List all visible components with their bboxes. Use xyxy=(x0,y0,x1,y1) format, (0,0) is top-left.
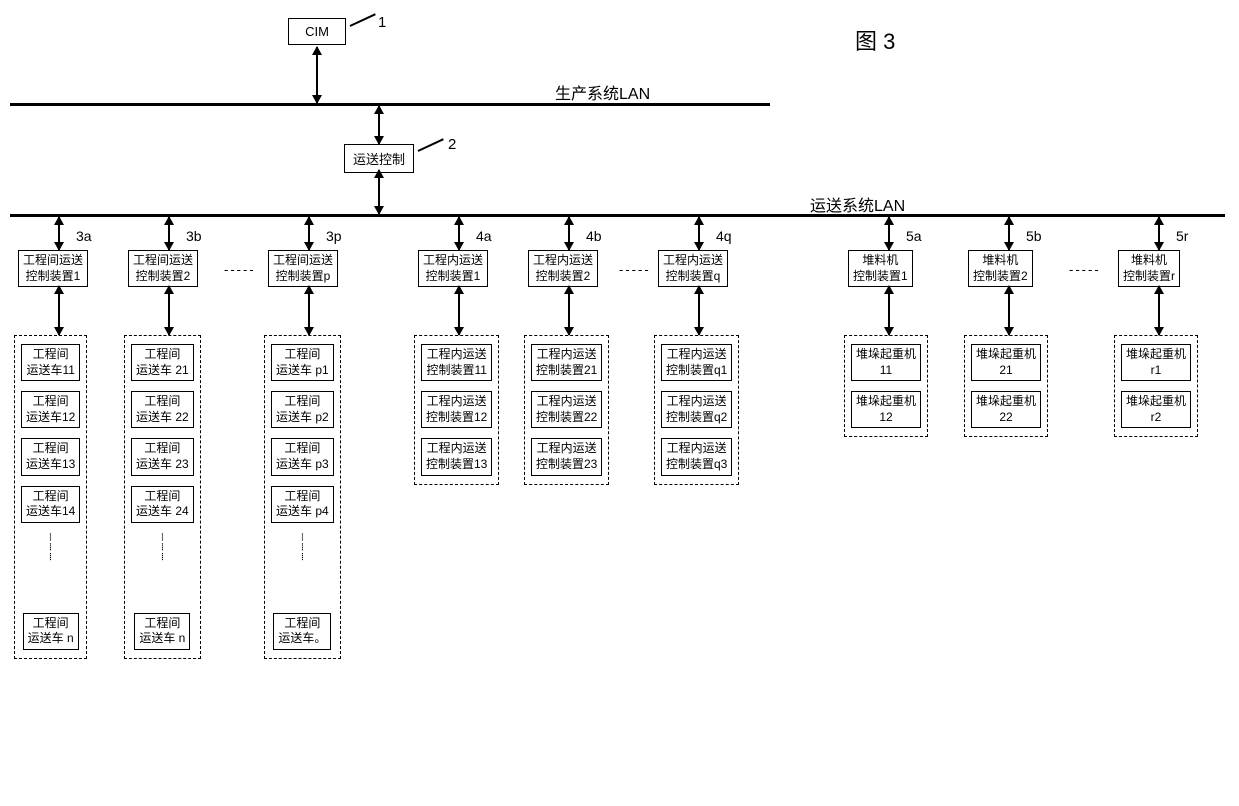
device-box: 工程间运送车 23 xyxy=(131,438,194,475)
device-box: 工程间运送车13 xyxy=(21,438,80,475)
column-ref: 4a xyxy=(476,228,492,244)
device-box: 工程内运送控制装置22 xyxy=(531,391,602,428)
controller-box: 工程间运送控制装置p xyxy=(268,250,338,287)
controller-box: 工程内运送控制装置1 xyxy=(418,250,488,287)
lan2-line xyxy=(10,214,1225,217)
ctrl-group-conn xyxy=(698,286,700,335)
device-group: 工程内运送控制装置q1 工程内运送控制装置q2 工程内运送控制装置q3 xyxy=(654,335,739,485)
device-box: 工程间运送车。 xyxy=(273,613,331,650)
device-box: 堆垛起重机22 xyxy=(971,391,1041,428)
lan2-ctrl-conn xyxy=(888,217,890,250)
device-box: 工程间运送车11 xyxy=(21,344,79,381)
device-box: 堆垛起重机r2 xyxy=(1121,391,1191,428)
device-box: 工程间运送车 p3 xyxy=(271,438,334,475)
ctrl-group-conn xyxy=(458,286,460,335)
controller-box: 工程间运送控制装置1 xyxy=(18,250,88,287)
tc-lan2-conn xyxy=(378,170,380,214)
ellipsis-horizontal: ----- xyxy=(1069,262,1101,277)
ctrl-group-conn xyxy=(168,286,170,335)
controller-box: 堆料机控制装置1 xyxy=(848,250,913,287)
device-box: 工程间运送车12 xyxy=(21,391,80,428)
device-box: 工程内运送控制装置23 xyxy=(531,438,602,475)
controller-box: 工程内运送控制装置2 xyxy=(528,250,598,287)
device-group: 工程间运送车 21 工程间运送车 22 工程间运送车 23 工程间运送车 24 ┈┈┈ 工… xyxy=(124,335,201,659)
lan2-ctrl-conn xyxy=(168,217,170,250)
transport-control-ref-line xyxy=(418,138,444,152)
device-box: 工程间运送车 22 xyxy=(131,391,194,428)
column-ref: 3b xyxy=(186,228,202,244)
device-box: 堆垛起重机11 xyxy=(851,344,921,381)
device-box: 工程间运送车 24 xyxy=(131,486,194,523)
device-group: 堆垛起重机21 堆垛起重机22 xyxy=(964,335,1048,437)
device-box: 工程内运送控制装置21 xyxy=(531,344,602,381)
transport-control-ref: 2 xyxy=(448,136,456,153)
device-box: 工程内运送控制装置11 xyxy=(421,344,491,381)
device-group: 工程间运送车 p1 工程间运送车 p2 工程间运送车 p3 工程间运送车 p4 ┈┈┈ 工… xyxy=(264,335,341,659)
device-box: 工程间运送车 p1 xyxy=(271,344,334,381)
device-box: 工程内运送控制装置q3 xyxy=(661,438,732,475)
cim-ref: 1 xyxy=(378,14,386,31)
device-box: 工程内运送控制装置q2 xyxy=(661,391,732,428)
ellipsis-horizontal: ----- xyxy=(224,262,256,277)
lan1-line xyxy=(10,103,770,106)
ctrl-group-conn xyxy=(58,286,60,335)
device-box: 工程间运送车14 xyxy=(21,486,80,523)
device-box: 工程间运送车 n xyxy=(23,613,79,650)
lan2-ctrl-conn xyxy=(698,217,700,250)
device-box: 工程内运送控制装置q1 xyxy=(661,344,732,381)
device-box: 堆垛起重机12 xyxy=(851,391,921,428)
ctrl-group-conn xyxy=(1008,286,1010,335)
device-group: 堆垛起重机11 堆垛起重机12 xyxy=(844,335,928,437)
device-group: 工程间运送车11 工程间运送车12 工程间运送车13 工程间运送车14 ┈┈┈ 工程间运送… xyxy=(14,335,87,659)
lan1-tc-conn xyxy=(378,106,380,144)
device-box: 工程内运送控制装置12 xyxy=(421,391,492,428)
device-box: 工程间运送车 p4 xyxy=(271,486,334,523)
lan2-ctrl-conn xyxy=(1158,217,1160,250)
controller-box: 堆料机控制装置2 xyxy=(968,250,1033,287)
column-ref: 5r xyxy=(1176,228,1188,244)
ctrl-group-conn xyxy=(1158,286,1160,335)
column-ref: 5a xyxy=(906,228,922,244)
controller-box: 堆料机控制装置r xyxy=(1118,250,1180,287)
ctrl-group-conn xyxy=(888,286,890,335)
controller-box: 工程内运送控制装置q xyxy=(658,250,728,287)
device-box: 工程间运送车 21 xyxy=(131,344,194,381)
controller-box: 工程间运送控制装置2 xyxy=(128,250,198,287)
cim-box: CIM xyxy=(288,18,346,45)
lan2-ctrl-conn xyxy=(568,217,570,250)
device-box: 堆垛起重机r1 xyxy=(1121,344,1191,381)
lan2-ctrl-conn xyxy=(58,217,60,250)
column-ref: 3p xyxy=(326,228,342,244)
device-box: 工程间运送车 p2 xyxy=(271,391,334,428)
cim-lan1-conn xyxy=(316,47,318,103)
lan2-label: 运送系统LAN xyxy=(810,192,905,216)
column-ref: 3a xyxy=(76,228,92,244)
lan1-label: 生产系统LAN xyxy=(555,80,650,104)
ellipsis-vertical: ┈┈┈ xyxy=(43,533,58,603)
ctrl-group-conn xyxy=(568,286,570,335)
device-box: 工程间运送车 n xyxy=(134,613,190,650)
column-ref: 5b xyxy=(1026,228,1042,244)
device-group: 堆垛起重机r1 堆垛起重机r2 xyxy=(1114,335,1198,437)
ellipsis-vertical: ┈┈┈ xyxy=(155,533,170,603)
lan2-ctrl-conn xyxy=(308,217,310,250)
ellipsis-vertical: ┈┈┈ xyxy=(295,533,310,603)
device-box: 堆垛起重机21 xyxy=(971,344,1041,381)
column-ref: 4b xyxy=(586,228,602,244)
lan2-ctrl-conn xyxy=(458,217,460,250)
cim-ref-line xyxy=(350,13,376,27)
ctrl-group-conn xyxy=(308,286,310,335)
lan2-ctrl-conn xyxy=(1008,217,1010,250)
figure-label: 图 3 xyxy=(855,24,895,56)
column-ref: 4q xyxy=(716,228,732,244)
device-group: 工程内运送控制装置11 工程内运送控制装置12 工程内运送控制装置13 xyxy=(414,335,499,485)
ellipsis-horizontal: ----- xyxy=(619,262,651,277)
device-box: 工程内运送控制装置13 xyxy=(421,438,492,475)
device-group: 工程内运送控制装置21 工程内运送控制装置22 工程内运送控制装置23 xyxy=(524,335,609,485)
